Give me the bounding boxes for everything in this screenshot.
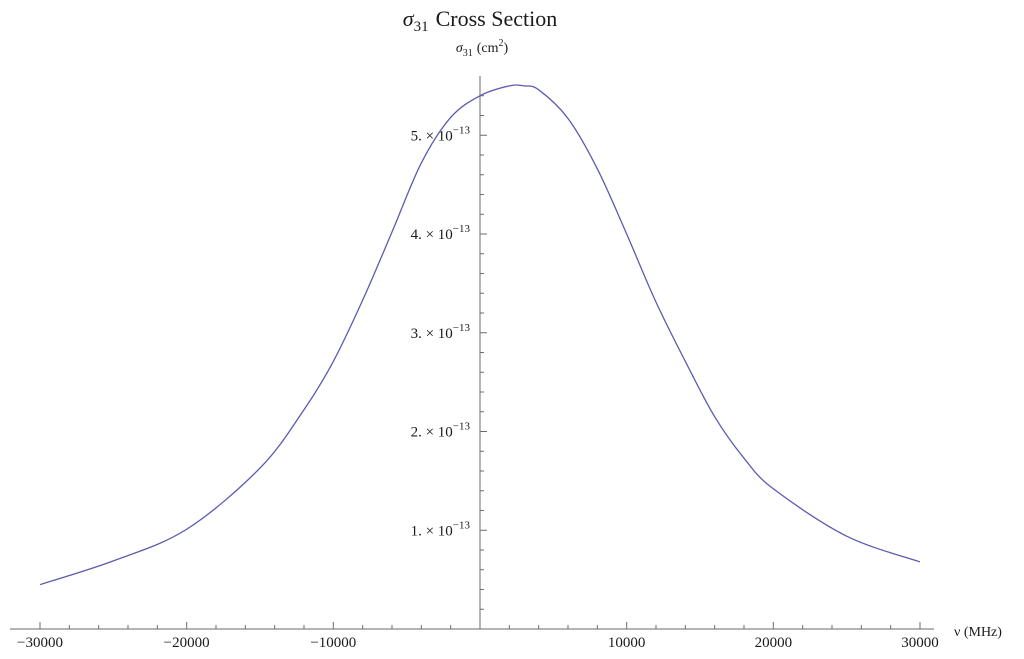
chart-title: σ31 Cross Section bbox=[403, 6, 557, 35]
ylabel-unit: (cm bbox=[477, 41, 499, 56]
title-symbol: σ bbox=[403, 6, 415, 31]
y-axis-label: σ31 (cm2) bbox=[456, 38, 509, 59]
y-tick-label: 2. × 10−13 bbox=[411, 421, 471, 441]
x-tick-label: −20000 bbox=[164, 635, 210, 651]
x-tick-label: 20000 bbox=[755, 635, 793, 651]
y-tick-label: 5. × 10−13 bbox=[411, 124, 471, 144]
ylabel-subscript: 31 bbox=[463, 48, 473, 59]
ylabel-symbol: σ bbox=[456, 41, 464, 56]
x-axis-label: ν (MHz) bbox=[954, 625, 1002, 640]
x-tick-label: −30000 bbox=[17, 635, 63, 651]
x-tick-label: 30000 bbox=[901, 635, 939, 651]
y-tick-label: 3. × 10−13 bbox=[411, 322, 471, 342]
y-tick-label: 1. × 10−13 bbox=[411, 519, 471, 539]
y-tick-label: 4. × 10−13 bbox=[411, 223, 471, 243]
title-text: Cross Section bbox=[436, 6, 558, 31]
cross-section-line bbox=[39, 84, 921, 586]
y-ticks: 1. × 10−13 2. × 10−13 3. × 10−13 4. × 10−13… bbox=[411, 95, 487, 610]
x-tick-label: 10000 bbox=[608, 635, 646, 651]
x-ticks: −30000 −20000 −10000 10000 20000 30000 bbox=[17, 622, 939, 651]
ylabel-unit-close: ) bbox=[504, 41, 509, 56]
series-group bbox=[39, 84, 921, 586]
title-subscript: 31 bbox=[414, 19, 429, 35]
x-tick-label: −10000 bbox=[310, 635, 356, 651]
ylabel-unit-exp: 2 bbox=[499, 38, 504, 49]
